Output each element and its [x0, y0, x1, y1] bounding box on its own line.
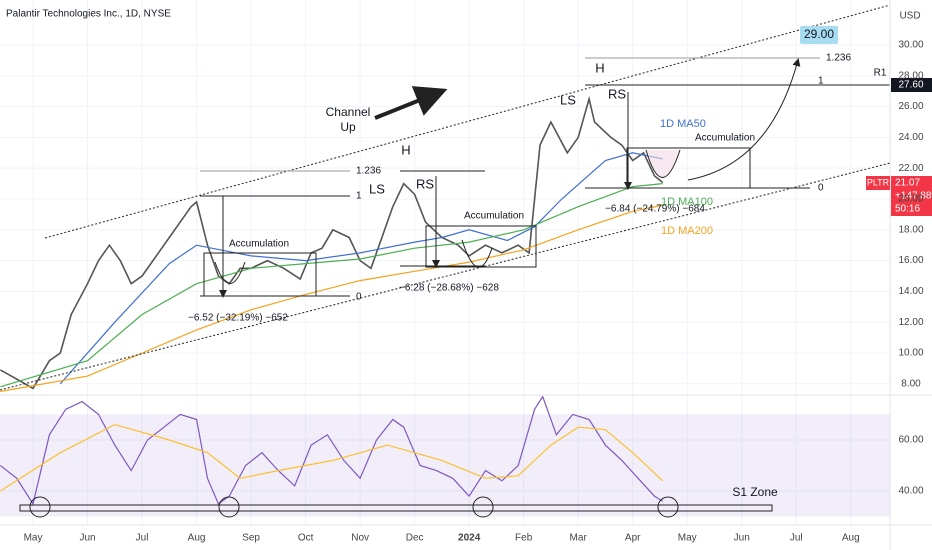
annotation: RS [608, 86, 626, 101]
series-label: 1D MA50 [660, 118, 706, 130]
y-tick-label: 22.00 [898, 163, 923, 174]
x-tick-label: Nov [351, 533, 369, 544]
annotation: −6.52 (−32.19%) −652 [188, 313, 288, 324]
y-tick-label: 14.00 [898, 286, 923, 297]
channel-bottom [0, 162, 891, 391]
annotation: 1 [356, 191, 362, 202]
y-tick-label: 40.00 [898, 486, 923, 497]
rsi-circle [218, 496, 240, 518]
x-tick-label: Sep [242, 533, 260, 544]
price-badge-text: 21.07 [895, 178, 920, 189]
y-tick-label: 30.00 [898, 40, 923, 51]
series-line [0, 423, 664, 492]
x-tick-label: Jul [136, 533, 149, 544]
x-tick-label: Feb [515, 533, 533, 544]
x-tick-label: Aug [842, 533, 860, 544]
target-label: 29.00 [804, 27, 834, 41]
annotation: H [595, 60, 604, 75]
rsi-circle [472, 496, 494, 518]
annotation: −6.84 (−24.79%) −684 [605, 204, 705, 215]
target-box [800, 26, 838, 44]
annotation: 1 [818, 76, 824, 87]
x-tick-label: Mar [570, 533, 588, 544]
arc [461, 239, 493, 268]
annotation: −6.28 (−28.68%) −628 [399, 283, 499, 294]
annotation: 1.236 [826, 53, 851, 64]
annotation: Accumulation [695, 133, 755, 144]
x-tick-label: Oct [298, 533, 314, 544]
channel-arrow [374, 86, 448, 120]
annotation: 0 [818, 183, 824, 194]
series-line [0, 396, 664, 506]
symbol-badge [866, 176, 890, 190]
annotation: H [401, 142, 410, 157]
annotation: LS [560, 92, 576, 107]
rsi-circle [29, 496, 51, 518]
y-tick-label: 24.00 [898, 132, 923, 143]
y-tick-label: 20.00 [898, 194, 923, 205]
series-line [59, 152, 663, 385]
annotation: S1 Zone [732, 485, 778, 499]
grid [0, 0, 890, 525]
annotation: Up [340, 120, 356, 134]
rsi-circle [657, 496, 679, 518]
x-tick-label: 2024 [458, 533, 481, 544]
y-tick-label: 26.00 [898, 101, 923, 112]
x-tick-label: Jun [79, 533, 95, 544]
arc [214, 261, 246, 284]
x-tick-label: May [24, 533, 43, 544]
y-tick-label: 60.00 [898, 435, 923, 446]
price-badge-text: 50:16 [895, 204, 920, 215]
currency: USD [899, 11, 920, 22]
annotation: Accumulation [229, 239, 289, 250]
rsi-pane [0, 414, 890, 517]
y-tick-label: 12.00 [898, 317, 923, 328]
annotation: RS [416, 176, 434, 191]
price-badge-text: +147.88% [895, 191, 932, 202]
x-tick-label: Jun [734, 533, 750, 544]
y-tick-label: 16.00 [898, 255, 923, 266]
annotation: Channel [326, 105, 371, 119]
annotation: 0 [356, 292, 362, 303]
x-tick-label: Aug [188, 533, 206, 544]
annotation: R1 [874, 68, 887, 79]
y-tick-label: 18.00 [898, 224, 923, 235]
target-arrow [687, 58, 801, 181]
arc [645, 149, 681, 178]
x-tick-label: Apr [625, 533, 641, 544]
series-line [0, 183, 663, 388]
series-line [0, 204, 663, 393]
x-tick-label: May [678, 533, 697, 544]
annotation: 1.236 [356, 166, 381, 177]
x-tick-label: Dec [406, 533, 424, 544]
series-line [0, 95, 664, 390]
drawings [0, 4, 891, 518]
price-badge [891, 176, 932, 216]
r1-badge [891, 78, 932, 92]
chart-title: Palantir Technologies Inc., 1D, NYSE [6, 9, 171, 20]
series-label: 1D MA200 [661, 225, 713, 237]
rsi-band [0, 414, 890, 517]
annotation: LS [369, 181, 385, 196]
symbol: PLTR [867, 177, 890, 187]
s1-zone [19, 504, 773, 512]
series-label: 1D MA100 [661, 196, 713, 208]
y-tick-label: 10.00 [898, 348, 923, 359]
x-tick-label: Jul [790, 533, 803, 544]
y-tick-label: 8.00 [901, 378, 921, 389]
y-tick-label: 28.00 [898, 70, 923, 81]
annotation: Accumulation [464, 211, 524, 222]
r1-price: 27.60 [898, 80, 923, 91]
series [0, 95, 664, 506]
